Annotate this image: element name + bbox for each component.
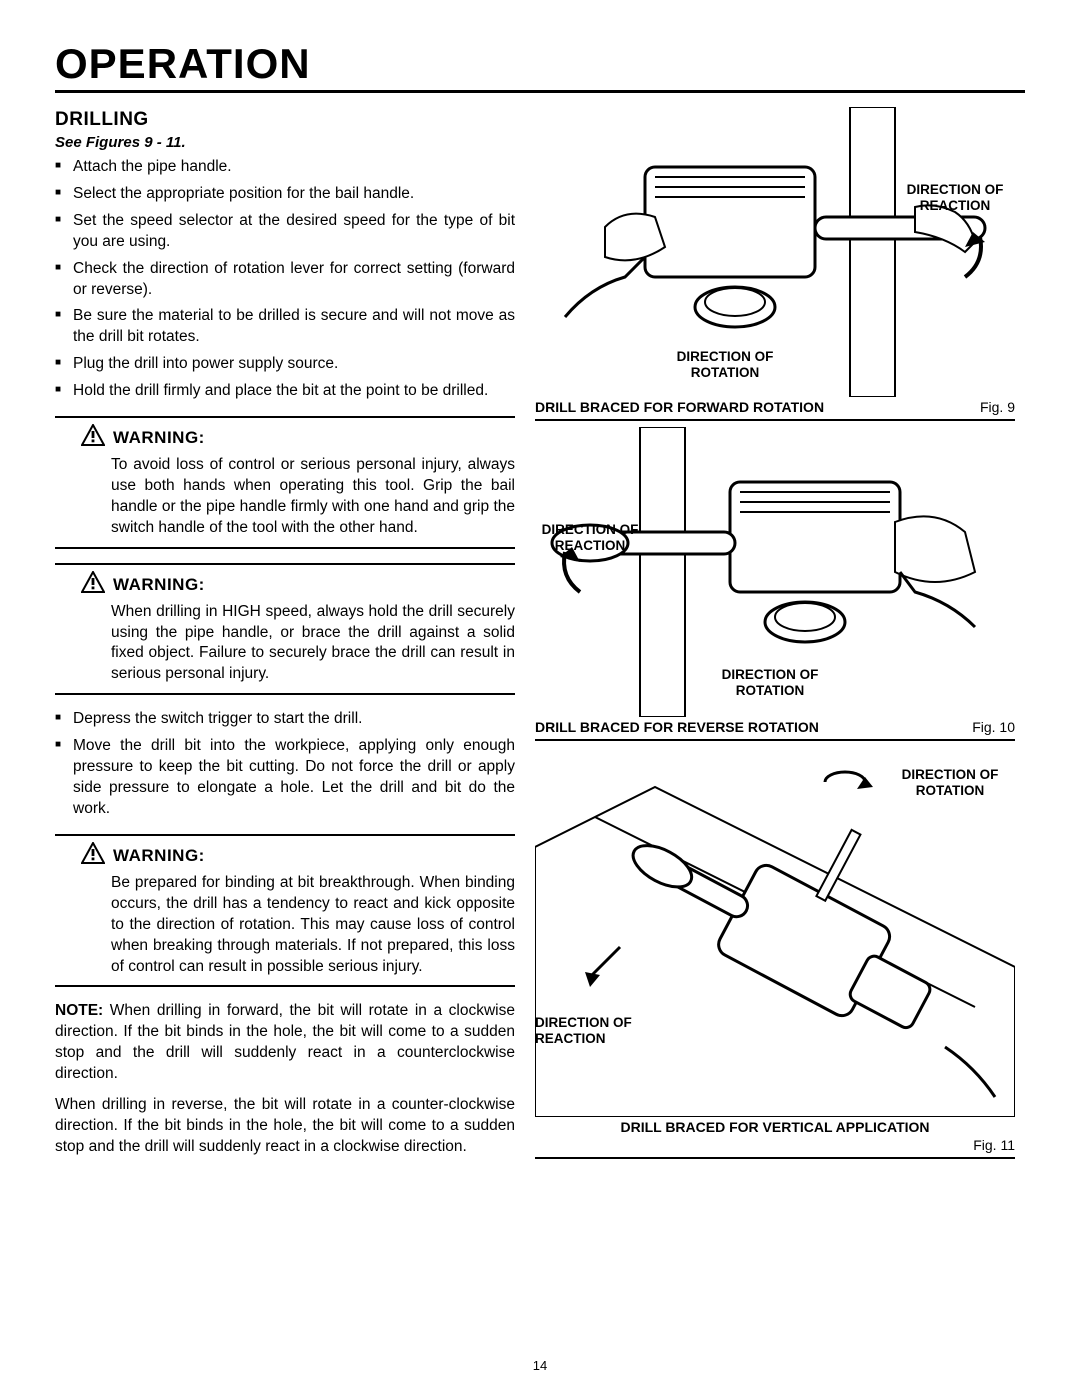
fig11-caption: DRILL BRACED FOR VERTICAL APPLICATION — [535, 1119, 1015, 1135]
page-title: OPERATION — [55, 40, 1025, 93]
step-item: Check the direction of rotation lever fo… — [55, 259, 515, 301]
fig9-caption: DRILL BRACED FOR FORWARD ROTATION — [535, 399, 824, 415]
warning-text: Be prepared for binding at bit breakthro… — [55, 873, 515, 978]
right-column: DIRECTION OF REACTION DIRECTION OF ROTAT… — [535, 107, 1015, 1165]
figure-11-image: DIRECTION OF ROTATION DIRECTION OF REACT… — [535, 747, 1015, 1117]
fig10-caption: DRILL BRACED FOR REVERSE ROTATION — [535, 719, 819, 735]
page-number: 14 — [533, 1358, 547, 1373]
figure-9-image: DIRECTION OF REACTION DIRECTION OF ROTAT… — [535, 107, 1015, 397]
warning-label: WARNING: — [113, 574, 205, 597]
step-item: Hold the drill firmly and place the bit … — [55, 381, 515, 402]
step-item: Select the appropriate position for the … — [55, 184, 515, 205]
warning-block-1: WARNING: To avoid loss of control or ser… — [55, 416, 515, 549]
left-column: DRILLING See Figures 9 - 11. Attach the … — [55, 107, 515, 1165]
step-item: Depress the switch trigger to start the … — [55, 709, 515, 730]
fig10-rotation-label: DIRECTION OF ROTATION — [710, 667, 830, 699]
content-columns: DRILLING See Figures 9 - 11. Attach the … — [55, 107, 1025, 1165]
warning-block-2: WARNING: When drilling in HIGH speed, al… — [55, 563, 515, 696]
step-item: Set the speed selector at the desired sp… — [55, 211, 515, 253]
fig11-number: Fig. 11 — [535, 1137, 1015, 1153]
note-paragraph: NOTE: When drilling in forward, the bit … — [55, 1001, 515, 1085]
warning-text: To avoid loss of control or serious pers… — [55, 455, 515, 539]
warning-label: WARNING: — [113, 845, 205, 868]
note-text: When drilling in forward, the bit will r… — [55, 1002, 515, 1082]
warning-icon — [81, 571, 105, 600]
fig10-reaction-label: DIRECTION OF REACTION — [535, 522, 645, 554]
drilling-heading: DRILLING — [55, 107, 515, 133]
see-figures: See Figures 9 - 11. — [55, 133, 515, 153]
warning-icon — [81, 424, 105, 453]
figure-10-image: DIRECTION OF REACTION DIRECTION OF ROTAT… — [535, 427, 1015, 717]
warning-text: When drilling in HIGH speed, always hold… — [55, 602, 515, 686]
steps-list-2: Depress the switch trigger to start the … — [55, 709, 515, 820]
note-label: NOTE: — [55, 1002, 103, 1019]
fig9-number: Fig. 9 — [980, 399, 1015, 415]
warning-block-3: WARNING: Be prepared for binding at bit … — [55, 834, 515, 988]
fig9-reaction-label: DIRECTION OF REACTION — [900, 182, 1010, 214]
step-item: Be sure the material to be drilled is se… — [55, 306, 515, 348]
fig10-number: Fig. 10 — [972, 719, 1015, 735]
figure-9: DIRECTION OF REACTION DIRECTION OF ROTAT… — [535, 107, 1015, 421]
step-item: Attach the pipe handle. — [55, 157, 515, 178]
warning-label: WARNING: — [113, 427, 205, 450]
figure-11: DIRECTION OF ROTATION DIRECTION OF REACT… — [535, 747, 1015, 1159]
steps-list-1: Attach the pipe handle. Select the appro… — [55, 157, 515, 402]
step-item: Move the drill bit into the workpiece, a… — [55, 736, 515, 820]
fig11-rotation-label: DIRECTION OF ROTATION — [895, 767, 1005, 799]
warning-icon — [81, 842, 105, 871]
figure-10: DIRECTION OF REACTION DIRECTION OF ROTAT… — [535, 427, 1015, 741]
fig11-reaction-label: DIRECTION OF REACTION — [535, 1015, 645, 1047]
reverse-paragraph: When drilling in reverse, the bit will r… — [55, 1095, 515, 1158]
fig9-rotation-label: DIRECTION OF ROTATION — [665, 349, 785, 381]
step-item: Plug the drill into power supply source. — [55, 354, 515, 375]
